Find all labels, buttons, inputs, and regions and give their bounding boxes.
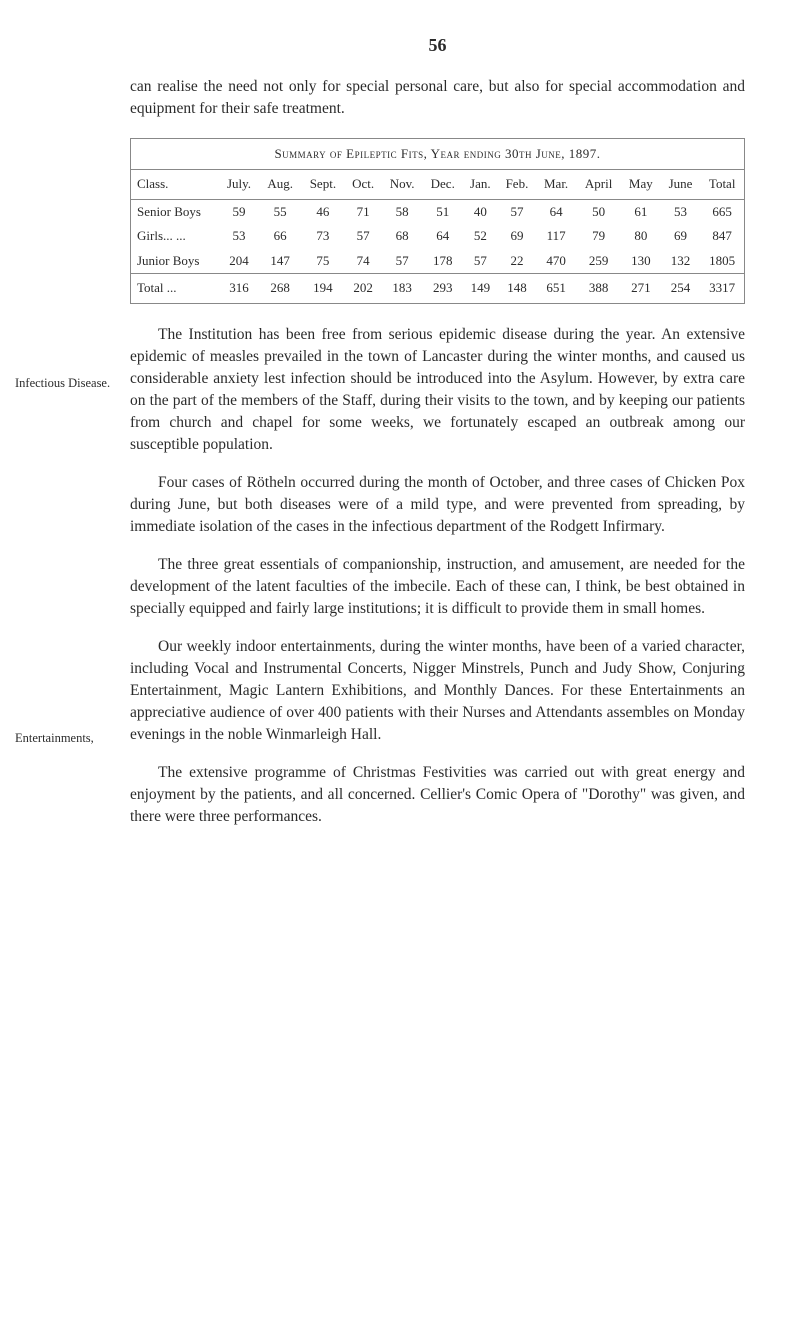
cell: 388 bbox=[576, 274, 621, 303]
col-class: Class. bbox=[131, 170, 219, 199]
margin-note-entertainments: Entertainments, bbox=[15, 730, 120, 746]
col-april: April bbox=[576, 170, 621, 199]
cell: 268 bbox=[259, 274, 301, 303]
cell: 117 bbox=[536, 224, 576, 248]
cell: 183 bbox=[382, 274, 423, 303]
cell: 80 bbox=[621, 224, 661, 248]
table-row: Girls... ... 53 66 73 57 68 64 52 69 117… bbox=[131, 224, 744, 248]
cell: 132 bbox=[661, 249, 701, 274]
cell: 64 bbox=[536, 199, 576, 224]
cell: 79 bbox=[576, 224, 621, 248]
col-jan: Jan. bbox=[463, 170, 498, 199]
cell: 50 bbox=[576, 199, 621, 224]
col-dec: Dec. bbox=[423, 170, 463, 199]
summary-table: Class. July. Aug. Sept. Oct. Nov. Dec. J… bbox=[131, 170, 744, 302]
table-total-row: Total ... 316 268 194 202 183 293 149 14… bbox=[131, 274, 744, 303]
cell: 316 bbox=[219, 274, 259, 303]
cell: 51 bbox=[423, 199, 463, 224]
summary-table-container: Summary of Epileptic Fits, Year ending 3… bbox=[130, 138, 745, 304]
cell: 651 bbox=[536, 274, 576, 303]
cell: 73 bbox=[301, 224, 344, 248]
entertainments-paragraph-2: Our weekly indoor entertainments, during… bbox=[130, 636, 745, 746]
cell: 254 bbox=[661, 274, 701, 303]
col-may: May bbox=[621, 170, 661, 199]
cell: 57 bbox=[382, 249, 423, 274]
col-june: June bbox=[661, 170, 701, 199]
table-row: Junior Boys 204 147 75 74 57 178 57 22 4… bbox=[131, 249, 744, 274]
infectious-paragraph-2: Four cases of Rötheln occurred during th… bbox=[130, 472, 745, 538]
cell: 59 bbox=[219, 199, 259, 224]
cell: 46 bbox=[301, 199, 344, 224]
cell: 194 bbox=[301, 274, 344, 303]
cell: 665 bbox=[700, 199, 744, 224]
cell: 470 bbox=[536, 249, 576, 274]
cell: 69 bbox=[498, 224, 536, 248]
col-sept: Sept. bbox=[301, 170, 344, 199]
cell: 149 bbox=[463, 274, 498, 303]
cell: 66 bbox=[259, 224, 301, 248]
page-number: 56 bbox=[130, 35, 745, 56]
margin-note-infectious: Infectious Disease. bbox=[15, 375, 120, 391]
col-aug: Aug. bbox=[259, 170, 301, 199]
entertainments-paragraph-1: The three great essentials of companions… bbox=[130, 554, 745, 620]
cell: 64 bbox=[423, 224, 463, 248]
cell: 52 bbox=[463, 224, 498, 248]
cell: 271 bbox=[621, 274, 661, 303]
cell: 3317 bbox=[700, 274, 744, 303]
cell: 202 bbox=[345, 274, 382, 303]
col-july: July. bbox=[219, 170, 259, 199]
cell: 40 bbox=[463, 199, 498, 224]
cell: 130 bbox=[621, 249, 661, 274]
cell: 58 bbox=[382, 199, 423, 224]
cell: 147 bbox=[259, 249, 301, 274]
cell: 148 bbox=[498, 274, 536, 303]
col-oct: Oct. bbox=[345, 170, 382, 199]
cell: 53 bbox=[661, 199, 701, 224]
entertainments-paragraph-3: The extensive programme of Christmas Fes… bbox=[130, 762, 745, 828]
cell: 69 bbox=[661, 224, 701, 248]
table-header-row: Class. July. Aug. Sept. Oct. Nov. Dec. J… bbox=[131, 170, 744, 199]
cell: 55 bbox=[259, 199, 301, 224]
cell: 1805 bbox=[700, 249, 744, 274]
cell: 61 bbox=[621, 199, 661, 224]
infectious-paragraph-1: The Institution has been free from serio… bbox=[130, 324, 745, 456]
cell: 259 bbox=[576, 249, 621, 274]
cell: 57 bbox=[463, 249, 498, 274]
cell: 22 bbox=[498, 249, 536, 274]
cell: 74 bbox=[345, 249, 382, 274]
cell: 204 bbox=[219, 249, 259, 274]
cell-class: Total ... bbox=[131, 274, 219, 303]
col-mar: Mar. bbox=[536, 170, 576, 199]
cell: 68 bbox=[382, 224, 423, 248]
cell: 178 bbox=[423, 249, 463, 274]
cell: 57 bbox=[498, 199, 536, 224]
cell: 71 bbox=[345, 199, 382, 224]
cell-class: Girls... ... bbox=[131, 224, 219, 248]
table-title: Summary of Epileptic Fits, Year ending 3… bbox=[131, 139, 744, 170]
table-row: Senior Boys 59 55 46 71 58 51 40 57 64 5… bbox=[131, 199, 744, 224]
cell: 75 bbox=[301, 249, 344, 274]
cell: 847 bbox=[700, 224, 744, 248]
cell-class: Junior Boys bbox=[131, 249, 219, 274]
cell: 53 bbox=[219, 224, 259, 248]
table-body: Senior Boys 59 55 46 71 58 51 40 57 64 5… bbox=[131, 199, 744, 302]
col-nov: Nov. bbox=[382, 170, 423, 199]
cell: 293 bbox=[423, 274, 463, 303]
main-content: can realise the need not only for specia… bbox=[130, 76, 745, 828]
cell: 57 bbox=[345, 224, 382, 248]
col-feb: Feb. bbox=[498, 170, 536, 199]
col-total: Total bbox=[700, 170, 744, 199]
cell-class: Senior Boys bbox=[131, 199, 219, 224]
intro-paragraph: can realise the need not only for specia… bbox=[130, 76, 745, 120]
